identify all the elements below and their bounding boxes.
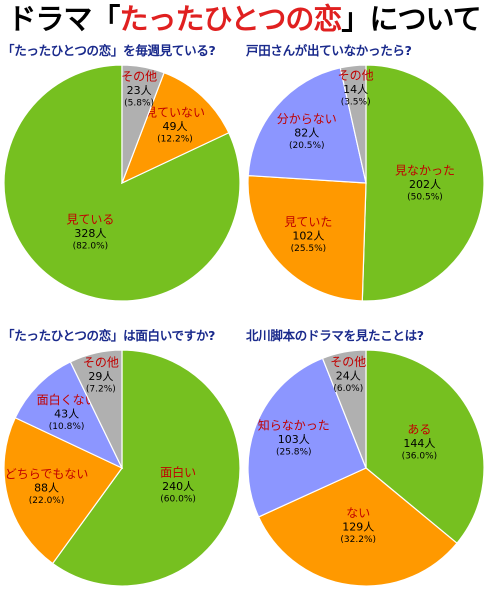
title-open-bracket: 「 [91, 2, 120, 36]
slice-label-count: 103人 [278, 433, 310, 446]
pie-slice [361, 64, 485, 302]
slice-label-percent: (10.8%) [49, 422, 85, 432]
slice-label-name: ない [346, 506, 370, 520]
slice-label-percent: (32.2%) [340, 535, 376, 545]
chart-question: 北川脚本のドラマを見たことは? [246, 328, 424, 343]
slice-label-name: その他 [121, 70, 157, 84]
slice-label-name: 見ている [66, 212, 114, 226]
pie-slice [121, 64, 165, 184]
slice-label-name: 見ていた [284, 215, 332, 229]
title-suffix: について [369, 2, 481, 36]
pie-slice [365, 349, 485, 545]
slice-label-name: 分からない [277, 112, 337, 126]
slice-label-percent: (22.0%) [29, 496, 65, 506]
pie-slice [247, 174, 367, 302]
slice-label-count: 14人 [343, 83, 368, 96]
chart-panel-without-toda: 戸田さんが出ていなかったら? 見なかった 202人 (50.5%) 見ていた 102人 (… [244, 40, 488, 310]
slice-label-percent: (3.5%) [341, 98, 371, 108]
pie-slice [321, 349, 367, 469]
slice-label-count: 129人 [342, 520, 374, 533]
title-drama-name: たったひとつの恋 [119, 2, 342, 36]
pie-slice [247, 67, 367, 184]
slice-label-count: 49人 [162, 120, 187, 133]
slice-label-count: 102人 [292, 229, 324, 242]
slice-label-name: どちらでもない [5, 467, 89, 481]
chart-panel-watch-weekly: 「たったひとつの恋」を毎週見ている? 見ている 328人 (82.0%) 見ていない 4… [0, 40, 244, 310]
slice-label-percent: (36.0%) [402, 451, 438, 461]
slice-label-count: 240人 [162, 480, 194, 493]
slice-label-count: 29人 [88, 370, 113, 383]
chart-panel-kitagawa: 北川脚本のドラマを見たことは? ある 144人 (36.0%) ない 129人 (32.2… [244, 325, 488, 595]
slice-label-name: 見ていない [145, 105, 205, 119]
slice-label-count: 82人 [294, 126, 319, 139]
page-title: ドラマ「たったひとつの恋」について [0, 0, 488, 38]
slice-label-count: 88人 [34, 481, 59, 494]
title-prefix: ドラマ [7, 2, 92, 36]
chart-question: 「たったひとつの恋」は面白いですか? [2, 328, 216, 343]
slice-label-percent: (5.8%) [124, 99, 154, 109]
slice-label-percent: (50.5%) [407, 192, 443, 202]
slice-label-percent: (7.2%) [86, 385, 116, 395]
pie-slice [247, 357, 367, 518]
slice-label-name: その他 [83, 356, 119, 370]
slice-label-percent: (25.5%) [291, 244, 327, 254]
slice-label-count: 202人 [409, 178, 441, 191]
slice-label-percent: (6.0%) [333, 384, 363, 394]
pie-slice [120, 71, 230, 185]
pie-slice [339, 64, 367, 184]
pie-slice [3, 64, 241, 302]
slice-label-percent: (20.5%) [289, 141, 325, 151]
slice-label-count: 328人 [74, 227, 106, 240]
slice-label-name: 見なかった [395, 163, 455, 177]
slice-label-percent: (25.8%) [276, 447, 312, 457]
slice-label-percent: (82.0%) [73, 241, 109, 251]
slice-label-name: 面白くない [37, 392, 97, 407]
slice-label-name: その他 [338, 69, 374, 83]
slice-label-name: ある [407, 422, 431, 436]
slice-label-name: その他 [330, 355, 366, 369]
slice-label-name: 面白い [160, 465, 196, 480]
pie-slice [69, 349, 123, 469]
slice-label-percent: (12.2%) [157, 134, 193, 144]
title-close-bracket: 」 [341, 2, 370, 36]
slice-label-count: 23人 [127, 84, 152, 97]
slice-label-name: 知らなかった [258, 418, 330, 432]
chart-question: 「たったひとつの恋」を毎週見ている? [2, 43, 216, 58]
slice-label-percent: (60.0%) [160, 495, 196, 505]
chart-panel-interesting: 「たったひとつの恋」は面白いですか? 面白い 240人 (60.0%) どちらでもない… [0, 325, 244, 595]
chart-question: 戸田さんが出ていなかったら? [246, 43, 412, 58]
pie-slice [14, 361, 124, 470]
slice-label-count: 24人 [336, 369, 361, 382]
slice-label-count: 43人 [54, 407, 79, 420]
slice-label-count: 144人 [403, 437, 435, 450]
